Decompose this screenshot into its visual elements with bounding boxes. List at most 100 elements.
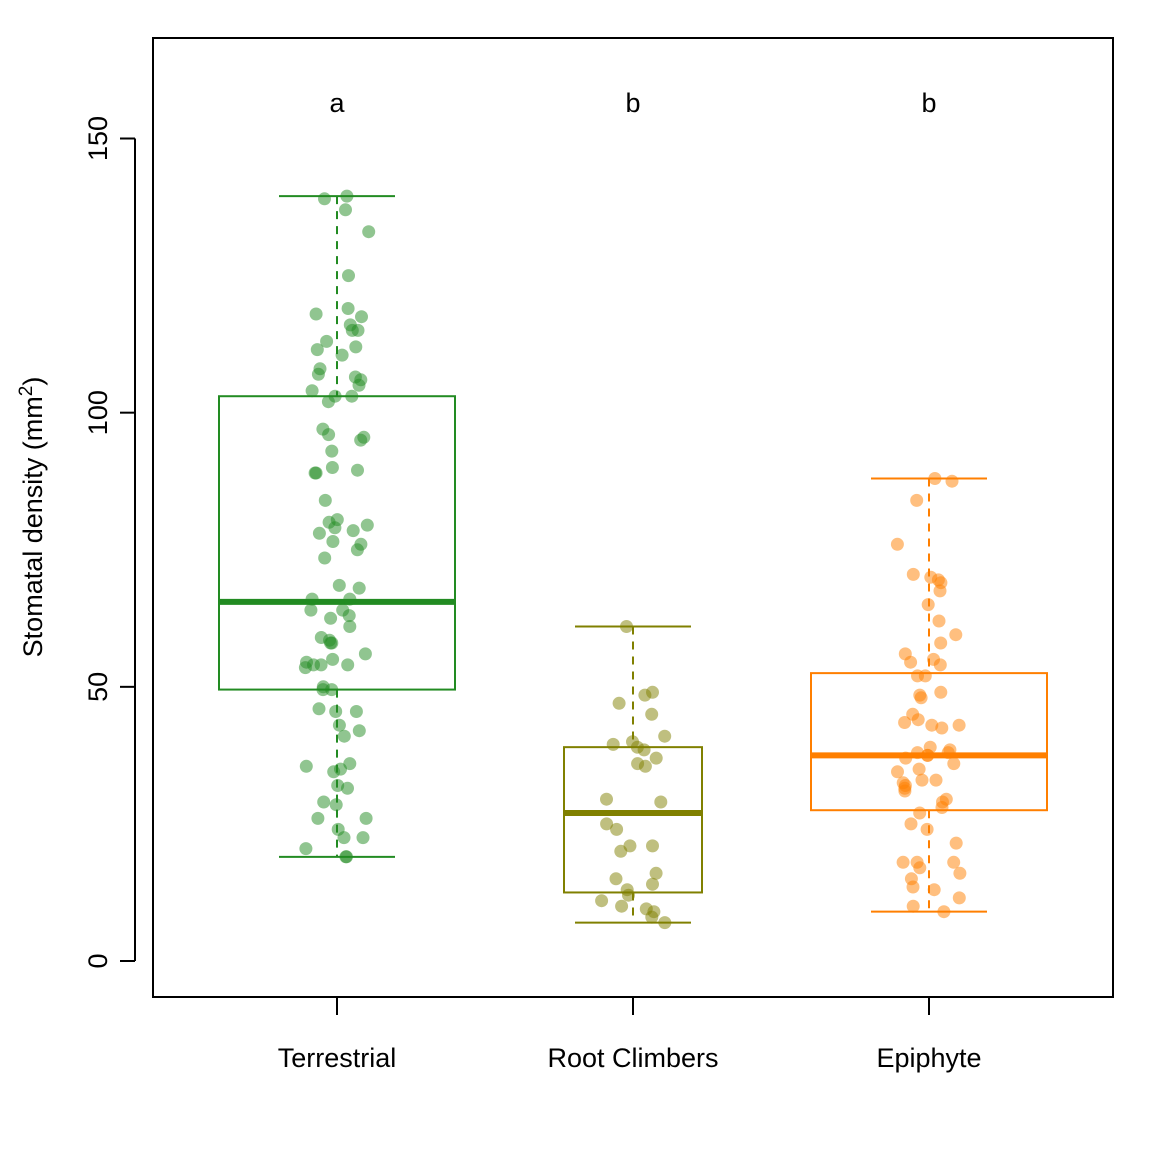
data-point xyxy=(317,795,331,809)
data-point xyxy=(305,384,319,398)
data-point xyxy=(326,652,340,666)
data-point xyxy=(649,751,663,765)
data-point xyxy=(921,748,935,762)
data-point xyxy=(349,705,363,718)
data-point xyxy=(925,718,939,732)
data-point xyxy=(646,877,659,891)
data-point xyxy=(311,367,325,381)
data-point xyxy=(637,743,651,757)
data-point xyxy=(329,705,343,718)
data-point xyxy=(620,620,633,633)
data-point xyxy=(934,685,948,699)
data-point xyxy=(914,691,928,705)
data-point xyxy=(933,658,947,672)
data-point xyxy=(299,842,313,856)
data-point xyxy=(949,836,963,850)
data-point xyxy=(935,721,949,735)
data-point xyxy=(325,636,339,650)
data-point xyxy=(899,751,913,765)
data-point xyxy=(912,762,926,776)
data-point xyxy=(937,905,951,919)
data-point xyxy=(952,891,966,905)
data-point xyxy=(340,850,353,864)
data-point xyxy=(326,535,340,548)
data-point xyxy=(359,811,373,825)
data-point xyxy=(649,866,663,880)
y-tick-label: 150 xyxy=(83,116,113,161)
data-point xyxy=(911,669,924,683)
x-axis: Terrestrial Root Climbers Epiphyte xyxy=(278,997,982,1073)
significance-letter: b xyxy=(921,88,936,118)
data-point xyxy=(345,389,359,403)
box-root-climbers xyxy=(563,625,703,924)
y-axis: 0 50 100 150 xyxy=(83,116,136,969)
significance-letter: a xyxy=(329,88,345,118)
data-point xyxy=(337,831,351,845)
data-point xyxy=(952,718,966,732)
data-point xyxy=(346,524,360,538)
data-point xyxy=(352,724,366,738)
data-point xyxy=(332,578,346,592)
data-point xyxy=(595,894,609,908)
y-axis-label-close: ) xyxy=(18,377,48,386)
data-point xyxy=(911,746,924,760)
data-point xyxy=(325,461,339,474)
data-point xyxy=(311,811,325,825)
data-point xyxy=(329,798,343,812)
data-point xyxy=(349,340,363,354)
data-point xyxy=(339,203,352,217)
data-point xyxy=(890,537,904,551)
data-point xyxy=(915,773,929,787)
data-point xyxy=(358,647,372,661)
data-point xyxy=(898,716,912,729)
data-point xyxy=(341,658,355,672)
data-point xyxy=(654,795,668,809)
data-point xyxy=(911,713,925,727)
data-point xyxy=(337,729,351,743)
data-point xyxy=(920,822,934,836)
data-point xyxy=(298,661,312,675)
data-point xyxy=(891,765,904,779)
data-point xyxy=(928,472,942,485)
data-point xyxy=(325,444,339,458)
x-tick-label: Epiphyte xyxy=(876,1043,981,1073)
data-point xyxy=(615,899,629,913)
data-point xyxy=(318,493,332,507)
data-point xyxy=(638,759,652,773)
data-point xyxy=(600,792,613,806)
data-point xyxy=(356,831,370,845)
data-point xyxy=(646,839,659,853)
data-point xyxy=(352,581,366,595)
data-point xyxy=(322,428,336,442)
data-point xyxy=(343,620,357,633)
data-point xyxy=(312,702,326,716)
data-point xyxy=(927,883,941,897)
data-point xyxy=(320,334,334,348)
data-point xyxy=(614,844,628,858)
data-point xyxy=(341,302,355,315)
data-point xyxy=(906,899,920,913)
data-point xyxy=(610,822,624,836)
data-point xyxy=(934,636,948,650)
data-point xyxy=(898,784,912,798)
data-point xyxy=(904,655,918,669)
data-point xyxy=(328,521,342,535)
data-point xyxy=(645,707,659,721)
data-point xyxy=(933,584,947,598)
data-point xyxy=(362,225,376,239)
data-point xyxy=(921,598,935,612)
data-point xyxy=(341,781,354,795)
data-point xyxy=(331,779,345,792)
data-point xyxy=(947,855,961,869)
data-point xyxy=(342,609,356,623)
data-point xyxy=(606,737,620,751)
plot-frame xyxy=(152,37,1114,998)
data-point xyxy=(351,463,364,477)
data-point xyxy=(304,603,318,617)
data-point xyxy=(299,759,313,773)
y-axis-label-text: Stomatal density (mm xyxy=(18,396,48,657)
y-axis-label-superscript: 2 xyxy=(16,386,37,397)
x-tick-label: Terrestrial xyxy=(278,1043,397,1073)
data-point xyxy=(332,718,346,732)
